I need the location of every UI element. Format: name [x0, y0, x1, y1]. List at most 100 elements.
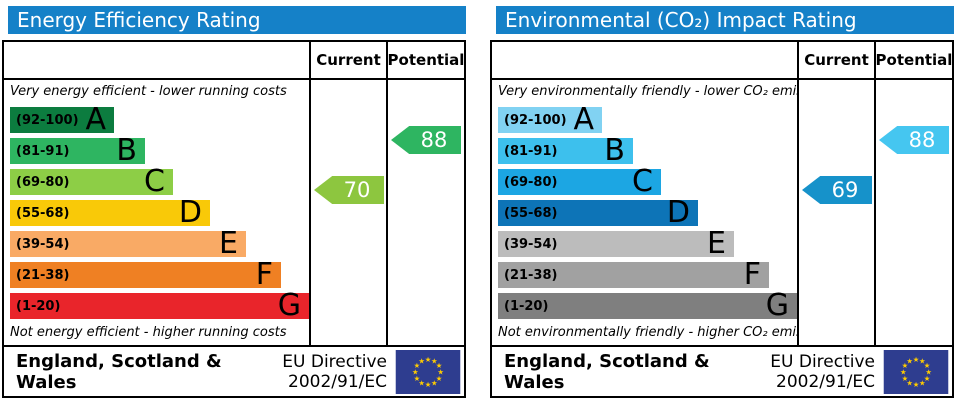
co2-band-g: (1-20) G — [498, 288, 797, 323]
svg-text:★: ★ — [913, 354, 920, 363]
svg-text:★: ★ — [900, 367, 907, 376]
energy-current-column: 70 — [311, 80, 388, 345]
energy-potential-arrow: 88 — [391, 126, 461, 154]
svg-text:★: ★ — [925, 367, 932, 376]
co2-bands: (92-100) A (81-91) B (69-80) C (55-68) — [498, 102, 797, 323]
band-letter: B — [604, 133, 625, 168]
band-letter: F — [255, 257, 273, 292]
band-range-label: (39-54) — [16, 236, 70, 252]
co2-potential-column-header: Potential — [875, 51, 953, 69]
svg-text:★: ★ — [414, 361, 421, 370]
co2-column-header-row: Current Potential — [492, 42, 952, 80]
co2-band-a: (92-100) A — [498, 102, 602, 137]
eu-flag-icon: ★ ★★ ★★★ ★★★ ★★★ — [883, 349, 949, 394]
band-range-label: (69-80) — [16, 174, 70, 190]
energy-efficiency-panel: Energy Efficiency Rating Current Potenti… — [2, 6, 466, 404]
svg-text:★: ★ — [414, 373, 421, 382]
co2-region-label: England, Scotland & Wales — [504, 350, 710, 393]
svg-text:★: ★ — [902, 373, 909, 382]
energy-top-note: Very energy efficient - lower running co… — [10, 84, 287, 99]
energy-current-value: 70 — [343, 178, 371, 202]
co2-band-column-spacer — [492, 42, 799, 78]
energy-band-e: (39-54) E — [10, 226, 246, 261]
band-range-label: (81-91) — [504, 143, 558, 159]
co2-graph-body: Very environmentally friendly - lower CO… — [492, 80, 952, 345]
svg-text:★: ★ — [436, 373, 443, 382]
eu-flag-icon: ★ ★★ ★★★ ★★★ ★★★ — [395, 349, 461, 394]
band-letter: A — [573, 102, 594, 137]
co2-eu-directive-label: EU Directive 2002/91/EC — [770, 351, 875, 392]
energy-region-label: England, Scotland & Wales — [16, 350, 222, 393]
energy-current-arrow: 70 — [314, 176, 384, 204]
band-range-label: (21-38) — [504, 267, 558, 283]
co2-current-column-header: Current — [799, 42, 876, 78]
band-letter: C — [144, 164, 165, 199]
energy-band-b: (81-91) B — [10, 133, 145, 168]
energy-band-column-spacer — [4, 42, 311, 78]
band-range-label: (92-100) — [504, 112, 567, 128]
band-letter: F — [743, 257, 761, 292]
svg-text:★: ★ — [913, 380, 920, 389]
svg-text:★: ★ — [906, 378, 913, 387]
energy-band-scale: Very energy efficient - lower running co… — [4, 80, 311, 345]
co2-current-column: 69 — [799, 80, 876, 345]
energy-potential-column-header: Potential — [387, 51, 465, 69]
energy-band-c: (69-80) C — [10, 164, 173, 199]
co2-band-scale: Very environmentally friendly - lower CO… — [492, 80, 799, 345]
svg-text:★: ★ — [418, 356, 425, 365]
svg-text:★: ★ — [431, 356, 438, 365]
energy-bottom-note: Not energy efficient - higher running co… — [10, 325, 287, 340]
band-range-label: (69-80) — [504, 174, 558, 190]
energy-potential-column: 88 — [388, 80, 464, 345]
co2-potential-column: 88 — [876, 80, 952, 345]
co2-impact-panel: Environmental (CO₂) Impact Rating Curren… — [490, 6, 954, 404]
svg-text:★: ★ — [431, 378, 438, 387]
svg-text:★: ★ — [924, 361, 931, 370]
co2-graph-table: Current Potential Very environmentally f… — [490, 40, 954, 398]
co2-band-f: (21-38) F — [498, 257, 769, 292]
co2-panel-title: Environmental (CO₂) Impact Rating — [496, 6, 954, 34]
svg-text:★: ★ — [412, 367, 419, 376]
svg-text:★: ★ — [418, 378, 425, 387]
co2-current-arrow: 69 — [802, 176, 872, 204]
band-letter: D — [666, 195, 690, 230]
energy-graph-body: Very energy efficient - lower running co… — [4, 80, 464, 345]
band-letter: E — [219, 226, 238, 261]
energy-potential-value: 88 — [420, 128, 448, 152]
svg-text:★: ★ — [437, 367, 444, 376]
svg-text:★: ★ — [919, 356, 926, 365]
energy-bands: (92-100) A (81-91) B (69-80) C (55-68) — [10, 105, 309, 323]
band-range-label: (39-54) — [504, 236, 558, 252]
band-range-label: (21-38) — [16, 267, 70, 283]
band-letter: G — [765, 288, 789, 323]
svg-text:★: ★ — [919, 378, 926, 387]
co2-top-note: Very environmentally friendly - lower CO… — [498, 84, 797, 99]
band-range-label: (92-100) — [16, 112, 79, 128]
svg-text:★: ★ — [425, 380, 432, 389]
svg-text:★: ★ — [902, 361, 909, 370]
svg-text:★: ★ — [436, 361, 443, 370]
co2-footer: England, Scotland & Wales EU Directive 2… — [492, 345, 952, 396]
band-range-label: (55-68) — [504, 205, 558, 221]
co2-potential-arrow: 88 — [879, 126, 949, 154]
band-range-label: (1-20) — [16, 298, 61, 314]
band-letter: B — [116, 133, 137, 168]
svg-text:★: ★ — [924, 373, 931, 382]
band-letter: D — [178, 195, 202, 230]
co2-band-b: (81-91) B — [498, 133, 633, 168]
co2-bottom-note: Not environmentally friendly - higher CO… — [498, 325, 797, 340]
svg-text:★: ★ — [906, 356, 913, 365]
energy-band-d: (55-68) D — [10, 195, 210, 230]
energy-current-column-header: Current — [311, 42, 388, 78]
band-range-label: (55-68) — [16, 205, 70, 221]
band-letter: C — [632, 164, 653, 199]
band-letter: G — [277, 288, 301, 323]
energy-column-header-row: Current Potential — [4, 42, 464, 80]
energy-footer: England, Scotland & Wales EU Directive 2… — [4, 345, 464, 396]
band-letter: E — [707, 226, 726, 261]
co2-current-value: 69 — [831, 178, 859, 202]
co2-band-e: (39-54) E — [498, 226, 734, 261]
energy-eu-directive-label: EU Directive 2002/91/EC — [282, 351, 387, 392]
co2-band-c: (69-80) C — [498, 164, 661, 199]
